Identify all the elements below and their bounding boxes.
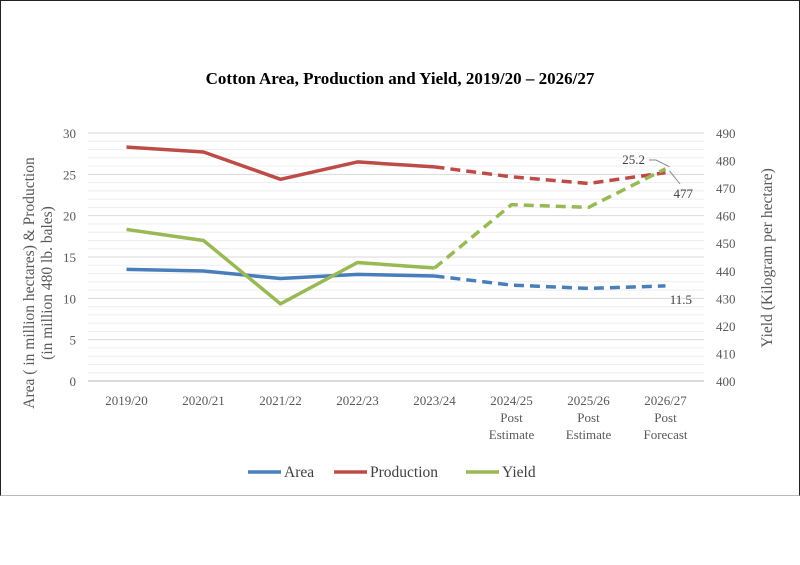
y-right-tick-label: 470 xyxy=(716,181,736,196)
x-tick-label: 2025/26 xyxy=(567,393,610,408)
x-tick-label: 2024/25 xyxy=(490,393,533,408)
area-line-forecast xyxy=(434,274,666,291)
area-data-label: 11.5 xyxy=(670,292,692,307)
x-tick-label: Forecast xyxy=(643,427,687,442)
chart-title: Cotton Area, Production and Yield, 2019/… xyxy=(206,69,595,88)
legend-label: Production xyxy=(370,464,438,481)
legend-item-production: Production xyxy=(334,464,438,481)
x-tick-label: 2022/23 xyxy=(336,393,379,408)
y-left-tick-label: 5 xyxy=(70,333,77,348)
y-right-axis-title: Yield (Kilogram per hectare) xyxy=(759,168,776,347)
x-tick-label: 2020/21 xyxy=(182,393,225,408)
y-left-tick-label: 30 xyxy=(63,126,76,141)
leader-line xyxy=(669,170,681,185)
production-data-label: 25.2 xyxy=(622,152,645,167)
y-left-tick-label: 20 xyxy=(63,209,76,224)
x-tick-label: Post xyxy=(654,410,677,425)
y-left-tick-label: 25 xyxy=(63,167,76,182)
x-tick-label: 2019/20 xyxy=(105,393,148,408)
y-right-tick-label: 400 xyxy=(716,374,736,389)
y-right-tick-label: 490 xyxy=(716,126,736,141)
yield-line-forecast xyxy=(433,167,667,270)
x-tick-label: Estimate xyxy=(566,427,612,442)
y-right-tick-label: 440 xyxy=(716,264,736,279)
legend-item-yield: Yield xyxy=(466,464,536,481)
y-right-tick-label: 420 xyxy=(716,319,736,334)
x-tick-label: 2023/24 xyxy=(413,393,456,408)
x-tick-label: Post xyxy=(500,410,523,425)
legend-item-area: Area xyxy=(248,464,314,481)
legend-label: Yield xyxy=(502,464,536,481)
yield-data-label: 477 xyxy=(674,186,694,201)
y-left-tick-label: 15 xyxy=(63,250,76,265)
y-left-tick-label: 10 xyxy=(63,291,76,306)
y-right-tick-label: 480 xyxy=(716,154,736,169)
y-right-tick-label: 410 xyxy=(716,346,736,361)
production-line-forecast xyxy=(434,165,666,186)
y-left-tick-label: 0 xyxy=(70,374,77,389)
leader-line xyxy=(649,159,670,168)
y-left-axis-title: Area ( in million hectares) & Production… xyxy=(21,157,56,409)
y-right-tick-label: 430 xyxy=(716,291,736,306)
y-right-tick-label: 450 xyxy=(716,236,736,251)
x-tick-label: 2021/22 xyxy=(259,393,302,408)
x-tick-label: Post xyxy=(577,410,600,425)
legend-label: Area xyxy=(284,464,314,481)
x-tick-label: Estimate xyxy=(489,427,535,442)
x-tick-label: 2026/27 xyxy=(644,393,687,408)
y-right-tick-label: 460 xyxy=(716,209,736,224)
